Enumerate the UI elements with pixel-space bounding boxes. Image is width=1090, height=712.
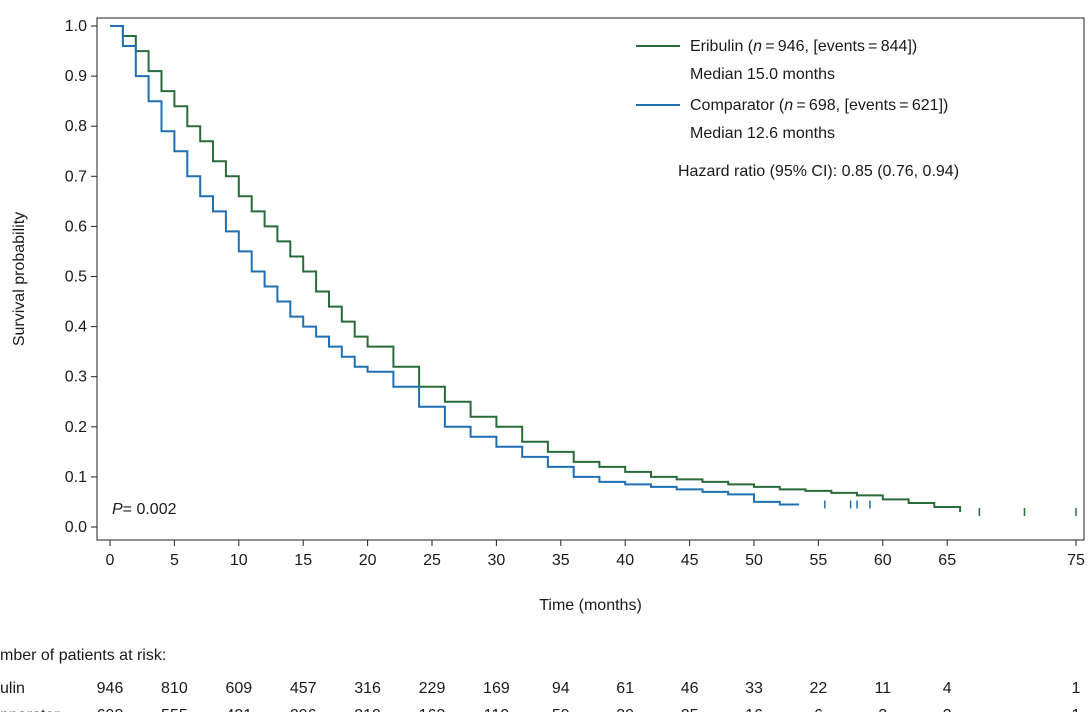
x-tick-label: 10 <box>230 552 248 569</box>
legend: Eribulin (n = 946, [events = 844]) Media… <box>636 38 959 180</box>
risk-value: 6 <box>814 707 823 712</box>
x-tick-label: 40 <box>616 552 634 569</box>
plot-frame <box>96 17 1085 541</box>
risk-value: 16 <box>745 707 763 712</box>
series-line-eribulin <box>110 25 962 512</box>
legend-median-comparator: Median 12.6 months <box>690 125 835 142</box>
risk-value: 25 <box>681 707 699 712</box>
risk-value: 11 <box>874 680 891 697</box>
legend-series-name: Eribulin <box>690 38 743 55</box>
risk-value: 457 <box>290 680 317 697</box>
risk-value: 609 <box>225 680 252 697</box>
risk-value: 1 <box>1072 707 1081 712</box>
risk-row-label: nparator <box>0 707 60 712</box>
y-axis-title: Survival probability <box>11 212 28 346</box>
risk-value: 1 <box>1072 680 1081 697</box>
y-tick-label: 0.4 <box>65 319 87 336</box>
risk-value: 219 <box>354 707 381 712</box>
y-tick-label: 0.0 <box>65 519 87 536</box>
series-layer <box>110 25 1077 516</box>
risk-value: 110 <box>484 707 510 712</box>
risk-value: 33 <box>745 680 763 697</box>
y-tick-label: 0.9 <box>65 68 87 85</box>
risk-table: mber of patients at risk: ulin 946 810 609 4… <box>0 647 1081 712</box>
risk-value: 61 <box>616 680 634 697</box>
legend-events: 844 <box>881 38 908 55</box>
x-tick-label: 15 <box>294 552 312 569</box>
hazard-ratio-annotation: Hazard ratio (95% CI): 0.85 (0.76, 0.94) <box>678 163 959 180</box>
x-tick-label: 0 <box>106 552 115 569</box>
x-tick-label: 25 <box>423 552 441 569</box>
risk-value: 3 <box>878 707 887 712</box>
y-tick-label: 0.3 <box>65 369 87 386</box>
legend-series-name: Comparator <box>690 97 775 114</box>
y-tick-label: 0.2 <box>65 419 87 436</box>
legend-median-eribulin: Median 15.0 months <box>690 66 835 83</box>
x-tick-label: 50 <box>745 552 763 569</box>
x-tick-label: 45 <box>681 552 699 569</box>
legend-n: 698 <box>809 97 836 114</box>
p-value: = 0.002 <box>123 501 177 518</box>
risk-value: 555 <box>161 707 188 712</box>
x-tick-label: 35 <box>552 552 570 569</box>
risk-value: 59 <box>552 707 570 712</box>
x-tick-label: 60 <box>874 552 892 569</box>
risk-value: 3 <box>943 707 952 712</box>
legend-entry-eribulin: Eribulin (n = 946, [events = 844]) <box>690 38 917 55</box>
risk-value: 39 <box>616 707 634 712</box>
risk-value: 46 <box>681 680 699 697</box>
y-tick-label: 0.7 <box>65 168 87 185</box>
x-tick-label: 75 <box>1067 552 1085 569</box>
p-value-label: P <box>112 501 123 518</box>
x-tick-label: 5 <box>170 552 179 569</box>
risk-value: 229 <box>419 680 446 697</box>
legend-n: 946 <box>778 38 805 55</box>
risk-value: 296 <box>290 707 317 712</box>
x-tick-label: 65 <box>938 552 956 569</box>
series-line-comparator <box>110 25 800 506</box>
p-value-annotation: P= 0.002 <box>112 501 177 518</box>
x-axis-title: Time (months) <box>539 597 642 614</box>
risk-value: 698 <box>97 707 124 712</box>
legend-entry-comparator: Comparator (n = 698, [events = 621]) <box>690 97 948 114</box>
y-tick-label: 0.8 <box>65 118 87 135</box>
plot-border <box>96 17 1085 541</box>
risk-value: 163 <box>419 707 446 712</box>
x-tick-label: 30 <box>488 552 506 569</box>
risk-row-label: ulin <box>0 680 25 697</box>
x-tick-label: 55 <box>810 552 828 569</box>
y-tick-label: 0.1 <box>65 469 87 486</box>
risk-value: 4 <box>943 680 952 697</box>
y-tick-label: 0.6 <box>65 218 87 235</box>
x-tick-label: 20 <box>359 552 377 569</box>
risk-value: 316 <box>354 680 381 697</box>
risk-value: 421 <box>225 707 252 712</box>
y-tick-label: 1.0 <box>65 18 87 35</box>
risk-value: 810 <box>161 680 188 697</box>
risk-value: 169 <box>483 680 510 697</box>
risk-value: 94 <box>552 680 570 697</box>
x-axis: 0 5 10 15 20 25 30 35 40 45 50 55 60 65 75 <box>106 540 1085 569</box>
y-axis: 0.0 0.1 0.2 0.3 0.4 0.5 0.6 0.7 0.8 0.9 1.0 <box>65 18 97 536</box>
legend-events: 621 <box>912 97 939 114</box>
y-tick-label: 0.5 <box>65 269 87 286</box>
risk-value: 946 <box>97 680 124 697</box>
risk-table-title: mber of patients at risk: <box>0 647 166 664</box>
risk-value: 22 <box>810 680 828 697</box>
